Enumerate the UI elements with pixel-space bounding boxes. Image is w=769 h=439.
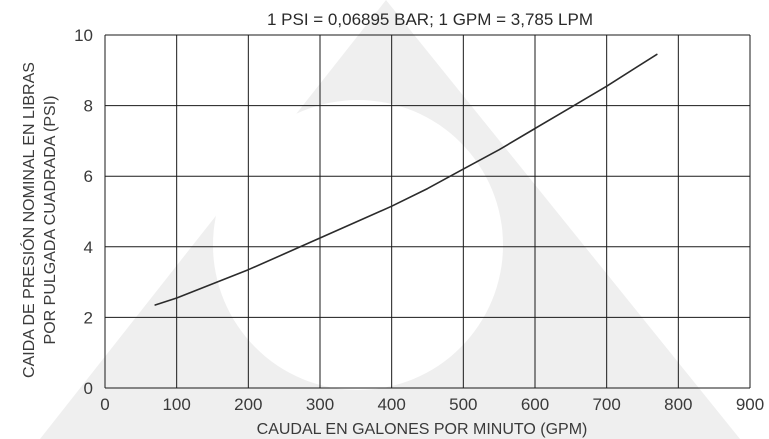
y-tick-label: 6: [84, 167, 93, 186]
y-tick-label: 10: [74, 26, 93, 45]
x-tick-label: 200: [234, 395, 262, 414]
x-tick-label: 500: [449, 395, 477, 414]
grid: [104, 34, 751, 389]
watermark-triangle-logo: [40, 0, 740, 439]
y-axis-title-line-1: CAIDA DE PRESIÓN NOMINAL EN LIBRAS: [19, 62, 38, 378]
y-tick-label: 4: [84, 238, 93, 257]
x-tick-label: 400: [377, 395, 405, 414]
x-axis-title: CAUDAL EN GALONES POR MINUTO (GPM): [257, 421, 588, 438]
x-tick-label: 800: [664, 395, 692, 414]
y-tick-label: 8: [84, 97, 93, 116]
x-tick-label: 700: [592, 395, 620, 414]
tick-labels: 0 100 200 300 400 500 600 700 800 900 0 2 4 6 8 10: [74, 26, 764, 414]
y-tick-label: 2: [84, 308, 93, 327]
x-tick-label: 600: [521, 395, 549, 414]
series: [154, 53, 658, 306]
y-tick-label: 0: [84, 379, 93, 398]
x-tick-label: 0: [100, 395, 109, 414]
x-tick-label: 100: [162, 395, 190, 414]
chart-title: 1 PSI = 0,06895 BAR; 1 GPM = 3,785 LPM: [267, 10, 593, 29]
x-tick-label: 300: [306, 395, 334, 414]
x-tick-label: 900: [736, 395, 764, 414]
y-axis-title-line-2: POR PULGADA CUADRADA (PSI): [42, 96, 59, 345]
series-line: [154, 53, 658, 306]
